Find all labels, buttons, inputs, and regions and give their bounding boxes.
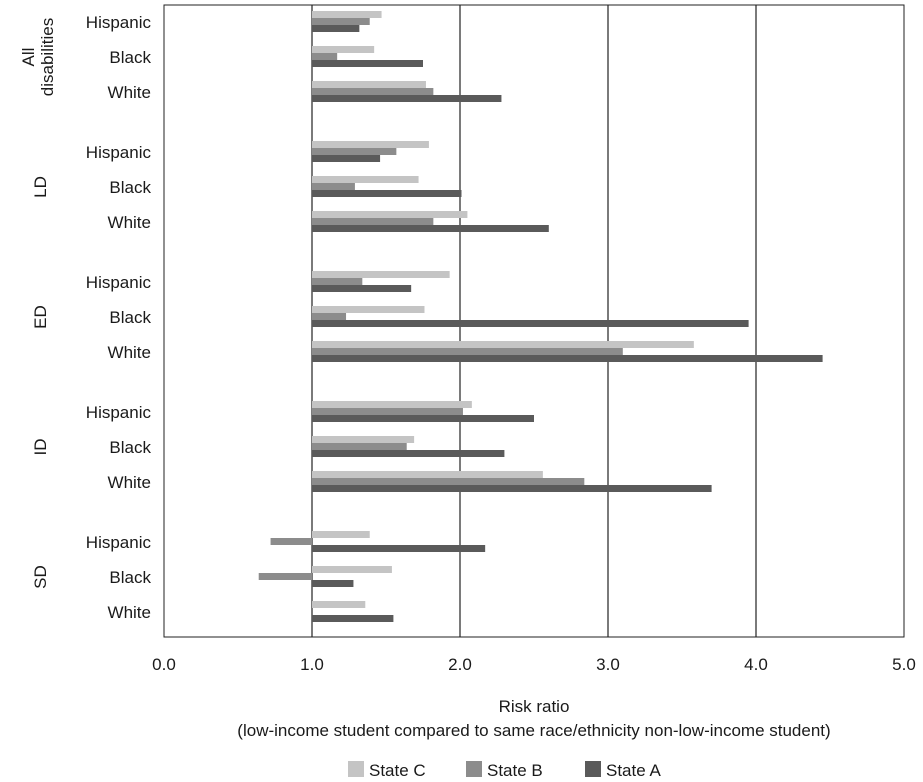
group-label: ID [31,439,50,456]
bar-state-a [312,545,486,552]
bar-state-c [312,471,543,478]
row-label: White [108,83,151,102]
bar-state-b [258,573,312,580]
row-label: White [108,213,151,232]
row-label: White [108,603,151,622]
bar-state-b [312,148,397,155]
bar-state-a [312,155,381,162]
legend-label: State C [369,761,426,780]
group-label-line: ID [31,439,50,456]
bar-state-a [312,285,412,292]
bar-state-b [312,18,370,25]
row-label: Black [109,568,151,587]
x-axis-title: Risk ratio [499,697,570,716]
group-label-line: disabilities [38,18,57,96]
x-tick-label: 5.0 [892,655,916,674]
bar-state-a [312,190,462,197]
bar-state-b [312,408,463,415]
legend-label: State B [487,761,543,780]
bar-state-c [312,141,429,148]
x-tick-label: 1.0 [300,655,324,674]
group-label-line: LD [31,176,50,198]
x-axis-subtitle: (low-income student compared to same rac… [237,721,830,740]
bar-state-a [312,580,354,587]
bar-state-a [312,355,823,362]
bar-state-c [312,401,472,408]
bar-state-c [312,531,370,538]
bar-state-c [312,436,415,443]
row-label: Hispanic [86,273,152,292]
bar-state-b [312,53,338,60]
bar-state-b [312,478,585,485]
row-label: White [108,343,151,362]
bar-state-b [270,538,312,545]
bar-state-a [312,320,749,327]
row-label: Black [109,48,151,67]
group-label: ED [31,305,50,329]
bar-state-a [312,450,505,457]
x-tick-label: 3.0 [596,655,620,674]
bar-state-c [312,566,392,573]
row-label: White [108,473,151,492]
group-label: Alldisabilities [19,18,57,96]
bar-state-c [312,11,382,18]
bar-state-a [312,60,423,67]
legend-swatch [585,761,601,777]
bar-state-b [312,88,434,95]
row-label: Black [109,308,151,327]
bar-state-a [312,485,712,492]
bar-state-b [312,218,434,225]
bar-state-c [312,211,468,218]
row-label: Hispanic [86,403,152,422]
bar-state-a [312,415,534,422]
x-tick-label: 0.0 [152,655,176,674]
x-tick-label: 2.0 [448,655,472,674]
bar-state-b [312,443,407,450]
bar-state-a [312,95,502,102]
row-label: Black [109,438,151,457]
bar-state-b [312,313,347,320]
group-label-line: SD [31,565,50,589]
group-label-line: All [19,48,38,67]
row-label: Black [109,178,151,197]
plot-frame [163,4,905,638]
group-label-line: ED [31,305,50,329]
bar-state-a [312,615,394,622]
x-tick-label: 4.0 [744,655,768,674]
bar-state-a [312,25,360,32]
row-label: Hispanic [86,143,152,162]
bar-state-c [312,601,366,608]
row-label: Hispanic [86,13,152,32]
bar-state-c [312,306,425,313]
legend-swatch [466,761,482,777]
bar-state-c [312,271,450,278]
legend-label: State A [606,761,661,780]
bar-state-c [312,81,426,88]
bar-state-c [312,341,694,348]
bar-state-a [312,225,549,232]
bar-state-b [312,348,623,355]
bar-state-b [312,183,355,190]
group-label: SD [31,565,50,589]
row-label: Hispanic [86,533,152,552]
group-label: LD [31,176,50,198]
bar-state-b [312,278,363,285]
bar-state-c [312,176,419,183]
bar-state-c [312,46,375,53]
legend-swatch [348,761,364,777]
